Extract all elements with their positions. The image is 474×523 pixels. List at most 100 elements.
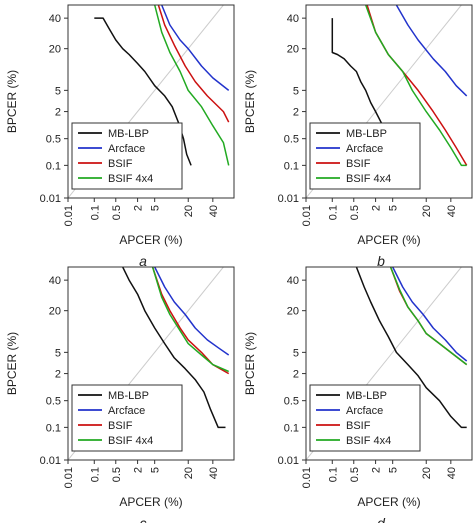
panel-label: c	[140, 515, 147, 523]
x-axis-title: APCER (%)	[119, 495, 182, 509]
x-tick-label: 2	[371, 205, 383, 211]
x-tick-label: 0.1	[327, 205, 339, 220]
x-tick-label: 2	[371, 467, 383, 473]
x-tick-label: 20	[421, 205, 433, 217]
y-tick-label: 0.5	[46, 396, 61, 408]
y-tick-label: 5	[55, 347, 61, 359]
y-tick-label: 0.1	[46, 160, 61, 172]
legend-label: BSIF 4x4	[108, 173, 153, 185]
legend-label: Arcface	[346, 405, 383, 417]
legend: MB-LBP Arcface BSIF BSIF 4x4	[309, 122, 421, 190]
x-tick-label: 0.5	[349, 467, 361, 482]
y-tick-label: 20	[287, 44, 299, 56]
panel-label: b	[377, 253, 385, 269]
x-tick-label: 0.5	[111, 467, 123, 482]
plot-frame	[305, 266, 473, 461]
y-tick-label: 20	[287, 306, 299, 318]
x-tick-label: 20	[421, 467, 433, 479]
series-line-bsif-4x4	[389, 267, 468, 366]
x-tick-label: 0.01	[63, 205, 75, 226]
y-tick-label: 5	[293, 347, 299, 359]
y-tick-label: 20	[49, 44, 61, 56]
legend-label: Arcface	[108, 143, 145, 155]
y-tick-label: 0.01	[40, 455, 61, 467]
y-axis-title: BPCER (%)	[5, 332, 19, 395]
legend-label: BSIF	[346, 420, 371, 432]
y-tick-label: 0.1	[46, 422, 61, 434]
x-tick-label: 5	[388, 467, 400, 473]
series-line-bsif	[157, 5, 230, 123]
series-line-mb-lbp	[355, 267, 467, 429]
x-tick-label: 0.1	[89, 205, 101, 220]
legend-label: BSIF	[346, 158, 371, 170]
plot-frame	[305, 4, 473, 199]
legend-label: BSIF 4x4	[346, 435, 391, 447]
x-tick-label: 20	[183, 205, 195, 217]
series-line-bsif	[151, 267, 230, 375]
plot-frame	[67, 266, 235, 461]
y-tick-label: 2	[293, 107, 299, 119]
series-line-arcface	[161, 5, 230, 91]
panel-label: d	[377, 515, 386, 523]
x-tick-label: 0.1	[327, 467, 339, 482]
x-tick-label: 5	[150, 467, 162, 473]
y-tick-label: 40	[49, 13, 61, 25]
y-axis-title: BPCER (%)	[243, 70, 257, 133]
x-tick-label: 40	[446, 205, 458, 217]
x-axis-title: APCER (%)	[357, 495, 420, 509]
series-line-arcface	[392, 267, 468, 362]
x-axis-title: APCER (%)	[357, 233, 420, 247]
legend-label: MB-LBP	[108, 390, 149, 402]
legend-label: MB-LBP	[346, 390, 387, 402]
y-tick-label: 20	[49, 306, 61, 318]
x-tick-label: 0.1	[89, 467, 101, 482]
series-line-bsif-4x4	[364, 5, 467, 167]
y-tick-label: 0.01	[278, 455, 299, 467]
legend-label: BSIF 4x4	[108, 435, 153, 447]
x-tick-label: 0.01	[301, 205, 313, 226]
x-tick-label: 5	[388, 205, 400, 211]
series-line-bsif-4x4	[151, 267, 229, 373]
series-line-arcface	[395, 5, 468, 97]
legend: MB-LBP Arcface BSIF BSIF 4x4	[309, 384, 421, 452]
plot-frame	[67, 4, 235, 199]
x-tick-label: 0.5	[111, 205, 123, 220]
series-line-bsif	[389, 267, 468, 366]
legend-label: MB-LBP	[108, 128, 149, 140]
x-tick-label: 0.01	[63, 467, 75, 488]
y-tick-label: 2	[293, 369, 299, 381]
series-line-bsif-4x4	[153, 5, 230, 166]
x-tick-label: 0.5	[349, 205, 361, 220]
x-tick-label: 0.01	[301, 467, 313, 488]
legend-label: MB-LBP	[346, 128, 387, 140]
x-tick-label: 20	[183, 467, 195, 479]
y-tick-label: 0.5	[284, 396, 299, 408]
legend: MB-LBP Arcface BSIF BSIF 4x4	[71, 384, 183, 452]
x-tick-label: 40	[208, 205, 220, 217]
legend-label: Arcface	[346, 143, 383, 155]
y-tick-label: 0.1	[284, 422, 299, 434]
y-tick-label: 40	[287, 275, 299, 287]
y-tick-label: 5	[55, 85, 61, 97]
x-tick-label: 2	[133, 467, 145, 473]
x-tick-label: 40	[446, 467, 458, 479]
series-line-arcface	[154, 267, 230, 356]
legend-label: BSIF	[108, 420, 133, 432]
y-axis-title: BPCER (%)	[5, 70, 19, 133]
y-tick-label: 2	[55, 107, 61, 119]
y-axis-title: BPCER (%)	[243, 332, 257, 395]
legend-label: Arcface	[108, 405, 145, 417]
y-tick-label: 2	[55, 369, 61, 381]
x-axis-title: APCER (%)	[119, 233, 182, 247]
series-line-mb-lbp	[122, 267, 226, 429]
y-tick-label: 0.5	[46, 134, 61, 146]
x-tick-label: 2	[133, 205, 145, 211]
legend-label: BSIF	[108, 158, 133, 170]
legend: MB-LBP Arcface BSIF BSIF 4x4	[71, 122, 183, 190]
y-tick-label: 0.1	[284, 160, 299, 172]
